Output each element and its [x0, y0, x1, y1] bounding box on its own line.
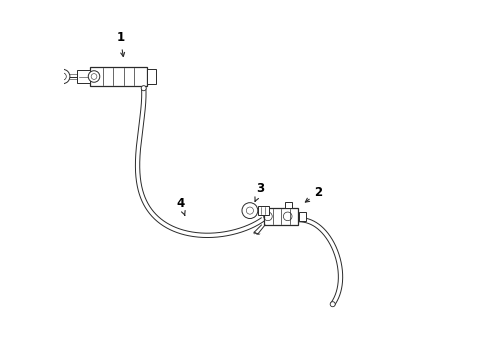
Circle shape	[55, 69, 70, 84]
Bar	[264, 208, 298, 225]
Bar	[56, 74, 60, 79]
Text: 4: 4	[176, 197, 185, 215]
Bar	[77, 69, 90, 84]
Circle shape	[59, 73, 66, 80]
Text: 1: 1	[116, 31, 124, 57]
Circle shape	[91, 74, 97, 79]
Text: 3: 3	[254, 183, 264, 201]
Circle shape	[141, 86, 146, 91]
Bar	[89, 67, 147, 86]
Circle shape	[88, 71, 100, 82]
Circle shape	[246, 207, 253, 214]
Bar	[298, 212, 305, 221]
Bar	[284, 202, 291, 208]
Circle shape	[329, 302, 335, 307]
Bar	[147, 69, 156, 84]
Bar	[257, 206, 268, 215]
Text: 2: 2	[305, 186, 322, 202]
Circle shape	[242, 203, 257, 219]
